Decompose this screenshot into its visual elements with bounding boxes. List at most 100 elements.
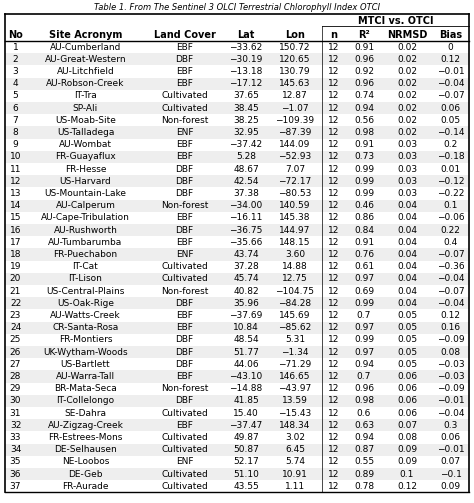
- Text: 0.04: 0.04: [397, 287, 417, 296]
- Text: 0.09: 0.09: [397, 445, 417, 454]
- Text: 130.79: 130.79: [279, 67, 311, 76]
- Text: 32.95: 32.95: [233, 128, 259, 137]
- Text: Bias: Bias: [439, 30, 462, 40]
- Text: 0.03: 0.03: [397, 152, 417, 161]
- Text: 12: 12: [328, 201, 340, 210]
- Text: US-Mountain-Lake: US-Mountain-Lake: [45, 189, 127, 198]
- Text: 5.31: 5.31: [285, 336, 305, 345]
- Text: 3.60: 3.60: [285, 250, 305, 259]
- Text: 43.55: 43.55: [233, 482, 259, 491]
- Text: 48.67: 48.67: [233, 164, 259, 174]
- Text: −0.1: −0.1: [439, 470, 461, 478]
- Text: −71.29: −71.29: [278, 360, 311, 369]
- Text: 7: 7: [13, 116, 18, 125]
- Text: 12: 12: [328, 311, 340, 320]
- Text: 35.96: 35.96: [233, 299, 259, 308]
- Text: 0.04: 0.04: [397, 226, 417, 234]
- Text: 10.84: 10.84: [233, 323, 259, 332]
- Text: ENF: ENF: [176, 457, 193, 466]
- Text: 11: 11: [10, 164, 21, 174]
- Text: 15.40: 15.40: [233, 408, 259, 417]
- Text: 0.97: 0.97: [354, 275, 374, 283]
- Text: −34.00: −34.00: [229, 201, 263, 210]
- Text: Cultivated: Cultivated: [161, 92, 208, 101]
- Text: 12: 12: [328, 384, 340, 393]
- Text: 0.91: 0.91: [354, 140, 374, 149]
- Text: 19: 19: [10, 262, 21, 271]
- Text: 42.54: 42.54: [233, 177, 259, 186]
- Text: IT-Tra: IT-Tra: [74, 92, 97, 101]
- Text: −1.07: −1.07: [281, 104, 309, 113]
- Text: 0.84: 0.84: [354, 226, 374, 234]
- Text: 0.55: 0.55: [354, 457, 374, 466]
- Text: US-Central-Plains: US-Central-Plains: [46, 287, 125, 296]
- Text: 0.12: 0.12: [397, 482, 417, 491]
- Text: 41.85: 41.85: [233, 396, 259, 405]
- Text: 36: 36: [10, 470, 21, 478]
- Text: 0.94: 0.94: [354, 433, 374, 442]
- Text: 12: 12: [328, 275, 340, 283]
- Text: 5.28: 5.28: [236, 152, 256, 161]
- Text: 14.88: 14.88: [282, 262, 308, 271]
- Text: 0.05: 0.05: [397, 348, 417, 357]
- Text: MTCI vs. OTCI: MTCI vs. OTCI: [358, 16, 433, 26]
- Text: 5.74: 5.74: [285, 457, 305, 466]
- Text: 0.97: 0.97: [354, 323, 374, 332]
- Text: 0.02: 0.02: [397, 67, 417, 76]
- Text: 120.65: 120.65: [279, 55, 311, 64]
- Text: 34: 34: [10, 445, 21, 454]
- Text: −85.62: −85.62: [278, 323, 311, 332]
- Text: 0.05: 0.05: [397, 323, 417, 332]
- Text: 0.99: 0.99: [354, 299, 374, 308]
- Bar: [5, 419, 469, 432]
- Text: DBF: DBF: [175, 189, 193, 198]
- Text: −36.75: −36.75: [229, 226, 263, 234]
- Text: US-Oak-Rige: US-Oak-Rige: [57, 299, 114, 308]
- Text: Table 1. From The Sentinel 3 OLCI Terrestrial Chlorophyll Index OTCI: Table 1. From The Sentinel 3 OLCI Terres…: [94, 3, 380, 12]
- Text: 22: 22: [10, 299, 21, 308]
- Text: 0.69: 0.69: [354, 287, 374, 296]
- Text: 52.17: 52.17: [233, 457, 259, 466]
- Text: 0.96: 0.96: [354, 55, 374, 64]
- Text: 12: 12: [328, 128, 340, 137]
- Text: 0.02: 0.02: [397, 43, 417, 52]
- Text: 12.75: 12.75: [282, 275, 308, 283]
- Text: SE-Dahra: SE-Dahra: [64, 408, 107, 417]
- Bar: [5, 395, 469, 407]
- Text: 148.34: 148.34: [279, 421, 310, 430]
- Text: 37.28: 37.28: [233, 262, 259, 271]
- Text: EBF: EBF: [176, 421, 193, 430]
- Text: 3: 3: [13, 67, 18, 76]
- Text: 7.07: 7.07: [285, 164, 305, 174]
- Text: −0.36: −0.36: [437, 262, 465, 271]
- Text: No: No: [8, 30, 23, 40]
- Text: 150.72: 150.72: [279, 43, 311, 52]
- Text: −33.62: −33.62: [229, 43, 263, 52]
- Text: 35: 35: [10, 457, 21, 466]
- Text: 0.06: 0.06: [397, 384, 417, 393]
- Text: 0.06: 0.06: [397, 372, 417, 381]
- Text: 0.86: 0.86: [354, 213, 374, 222]
- Text: 0.63: 0.63: [354, 421, 374, 430]
- Text: 17: 17: [10, 238, 21, 247]
- Text: −0.03: −0.03: [437, 360, 465, 369]
- Text: −37.69: −37.69: [229, 311, 263, 320]
- Text: n: n: [330, 30, 337, 40]
- Text: FR-Guayaflux: FR-Guayaflux: [55, 152, 116, 161]
- Text: 44.06: 44.06: [233, 360, 259, 369]
- Text: EBF: EBF: [176, 213, 193, 222]
- Text: 0.08: 0.08: [397, 433, 417, 442]
- Text: −0.01: −0.01: [437, 67, 465, 76]
- Text: 12: 12: [328, 43, 340, 52]
- Text: 28: 28: [10, 372, 21, 381]
- Text: Cultivated: Cultivated: [161, 262, 208, 271]
- Text: 0.06: 0.06: [440, 433, 461, 442]
- Text: SP-Ali: SP-Ali: [73, 104, 98, 113]
- Text: Cultivated: Cultivated: [161, 433, 208, 442]
- Text: 12: 12: [328, 262, 340, 271]
- Text: −0.01: −0.01: [437, 396, 465, 405]
- Text: 0.97: 0.97: [354, 348, 374, 357]
- Text: −109.39: −109.39: [275, 116, 315, 125]
- Text: AU-Zigzag-Creek: AU-Zigzag-Creek: [47, 421, 123, 430]
- Text: 16: 16: [10, 226, 21, 234]
